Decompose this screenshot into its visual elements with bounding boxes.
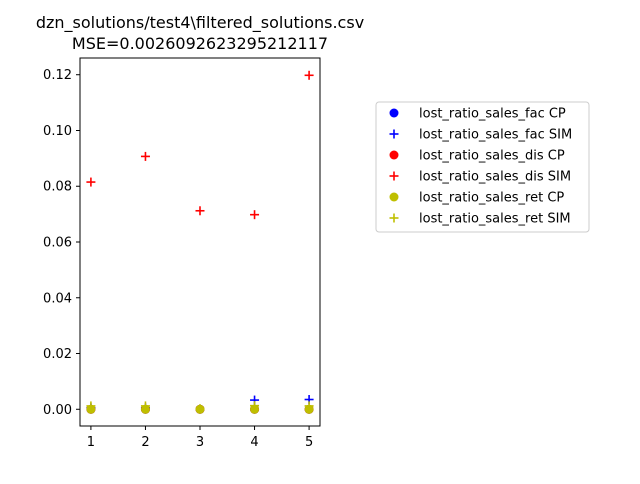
legend-label: lost_ratio_sales_ret CP <box>419 191 564 206</box>
x-tick-label: 5 <box>305 435 313 450</box>
y-tick-label: 0.04 <box>43 291 72 306</box>
series-5 <box>86 401 314 414</box>
legend-label: lost_ratio_sales_dis CP <box>419 149 565 164</box>
y-tick-label: 0.02 <box>43 347 72 362</box>
legend-entry: lost_ratio_sales_dis SIM <box>389 170 571 185</box>
y-tick-label: 0.06 <box>43 236 72 251</box>
x-tick-label: 1 <box>87 435 95 450</box>
y-tick-label: 0.10 <box>43 124 72 139</box>
chart-title: dzn_solutions/test4\filtered_solutions.c… <box>36 13 364 33</box>
legend-marker <box>389 150 399 160</box>
data-point-plus <box>250 401 260 411</box>
legend: lost_ratio_sales_fac CP lost_ratio_sales_… <box>375 101 590 233</box>
data-point-plus <box>86 401 96 411</box>
legend-entry: lost_ratio_sales_ret CP <box>389 191 564 206</box>
legend-label: lost_ratio_sales_dis SIM <box>419 170 571 185</box>
x-tick-label: 4 <box>250 435 258 450</box>
y-tick-label: 0.00 <box>43 403 72 418</box>
data-point-plus <box>195 404 205 414</box>
data-point-plus <box>304 70 314 80</box>
legend-entry: lost_ratio_sales_fac CP <box>389 107 566 122</box>
legend-entry: lost_ratio_sales_ret SIM <box>389 212 571 227</box>
legend-marker <box>389 129 399 139</box>
y-tick-label: 0.08 <box>43 180 72 195</box>
x-tick-label: 2 <box>141 435 149 450</box>
data-point-plus <box>304 401 314 411</box>
legend-entry: lost_ratio_sales_fac SIM <box>389 128 572 143</box>
x-tick-label: 3 <box>196 435 204 450</box>
data-point-plus <box>140 151 150 161</box>
chart-subtitle: MSE=0.0026092623295212117 <box>72 34 328 53</box>
legend-label: lost_ratio_sales_ret SIM <box>419 212 571 227</box>
legend-label: lost_ratio_sales_fac CP <box>419 107 566 122</box>
data-point-plus <box>140 401 150 411</box>
data-point-plus <box>195 206 205 216</box>
axes-frame <box>79 57 321 427</box>
legend-box <box>375 101 590 233</box>
legend-label: lost_ratio_sales_fac SIM <box>419 128 572 143</box>
data-point-plus <box>86 177 96 187</box>
legend-marker <box>389 213 399 223</box>
data-point-plus <box>250 210 260 220</box>
legend-entry: lost_ratio_sales_dis CP <box>389 149 565 164</box>
legend-marker <box>389 192 399 202</box>
legend-marker <box>389 108 399 118</box>
legend-marker <box>389 171 399 181</box>
y-tick-label: 0.12 <box>43 68 72 83</box>
series-3 <box>86 70 314 220</box>
plot-area: 1 2 3 4 5 0.00 0.02 0.04 0.06 0.08 0.10 0.12 <box>43 57 321 450</box>
